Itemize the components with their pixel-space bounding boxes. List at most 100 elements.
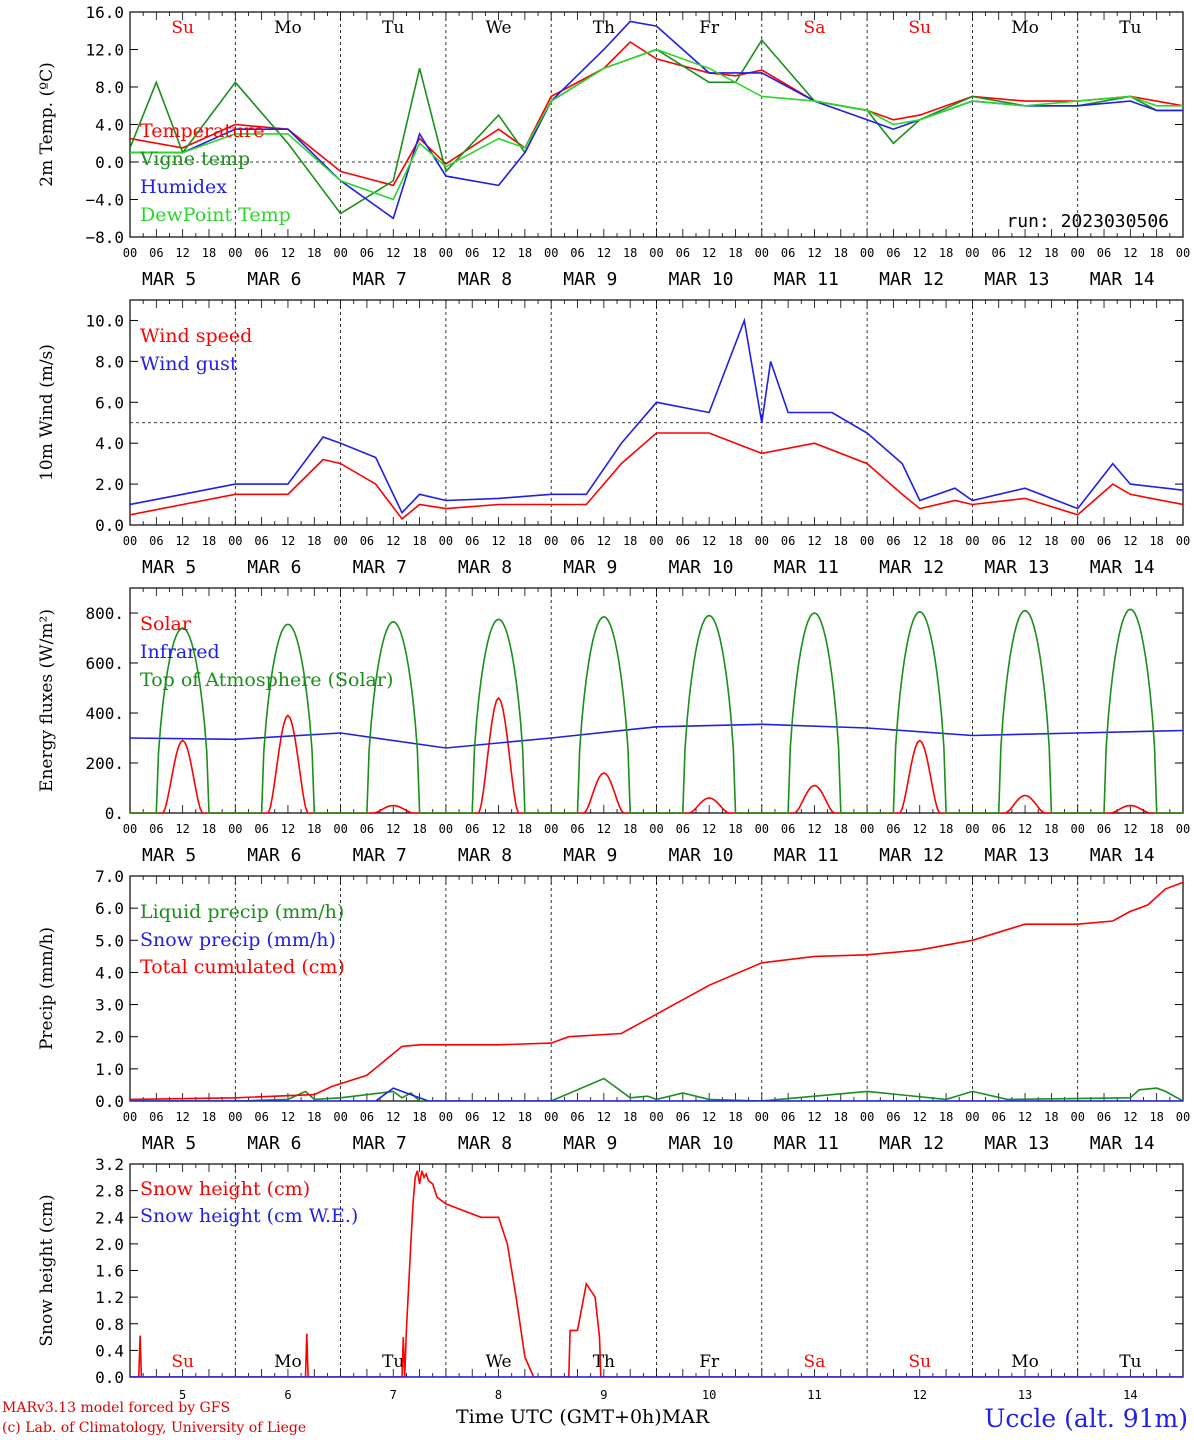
x-hour-label: 06	[781, 822, 795, 836]
y-tick-label: 1.0	[95, 1060, 124, 1079]
x-hour-label: 06	[149, 246, 163, 260]
x-hour-label: 12	[386, 1110, 400, 1124]
y-tick-label: 1.2	[95, 1288, 124, 1307]
x-hour-label: 12	[807, 822, 821, 836]
y-tick-label: 8.0	[95, 78, 124, 97]
lab-credit: (c) Lab. of Climatology, University of L…	[2, 1420, 307, 1436]
x-hour-label: 00	[123, 246, 137, 260]
x-day-label: MAR 14	[1090, 845, 1155, 866]
series-line-top-of-atmosphere-solar-	[130, 608, 1183, 813]
y-axis-label: Snow height (cm)	[37, 1194, 57, 1346]
x-hour-label: 12	[1123, 246, 1137, 260]
y-tick-label: 6.0	[95, 899, 124, 918]
weekday-label: We	[485, 18, 511, 38]
x-day-label: MAR 10	[669, 269, 734, 290]
weekday-label: Su	[171, 18, 194, 38]
x-hour-label: 18	[412, 534, 426, 548]
x-hour-label: 18	[623, 246, 637, 260]
x-hour-label: 00	[123, 1110, 137, 1124]
x-axis-title: Time UTC (GMT+0h)MAR	[456, 1406, 710, 1428]
x-hour-label: 06	[886, 534, 900, 548]
x-hour-label: 06	[254, 534, 268, 548]
x-hour-label: 18	[202, 822, 216, 836]
x-hour-label: 00	[439, 822, 453, 836]
weekday-label: Mo	[274, 1352, 302, 1372]
weekday-label: Tu	[382, 18, 404, 38]
y-tick-label: 2.8	[95, 1182, 124, 1201]
x-hour-label: 12	[702, 246, 716, 260]
x-hour-label: 06	[149, 1110, 163, 1124]
x-day-label: MAR 5	[142, 845, 196, 866]
x-hour-label: 12	[913, 1110, 927, 1124]
x-hour-label: 00	[755, 246, 769, 260]
y-tick-label: 4.0	[95, 434, 124, 453]
x-day-label: MAR 12	[879, 845, 944, 866]
x-day-label: MAR 7	[353, 1133, 407, 1154]
x-hour-label: 06	[1097, 534, 1111, 548]
x-hour-label: 06	[886, 246, 900, 260]
x-hour-label: 18	[1149, 246, 1163, 260]
x-day-label: MAR 13	[984, 557, 1049, 578]
x-hour-label: 18	[202, 246, 216, 260]
plot-frame	[129, 299, 1184, 526]
x-hour-label: 18	[939, 534, 953, 548]
series-line-wind-gust	[130, 317, 1183, 515]
x-day-label: MAR 5	[142, 1133, 196, 1154]
x-hour-label: 18	[834, 822, 848, 836]
y-tick-label: 16.0	[85, 3, 124, 22]
x-hour-label: 00	[1070, 534, 1084, 548]
x-hour-label: 00	[965, 534, 979, 548]
x-hour-label: 00	[228, 246, 242, 260]
y-tick-label: 0.4	[95, 1341, 124, 1360]
x-hour-label: 06	[1097, 822, 1111, 836]
y-tick-label: 10.0	[85, 311, 124, 330]
x-hour-label: 00	[1070, 246, 1084, 260]
x-day-label: MAR 12	[879, 1133, 944, 1154]
x-hour-label: 00	[649, 822, 663, 836]
x-hour-label: 00	[228, 534, 242, 548]
x-hour-label: 06	[991, 246, 1005, 260]
x-hour-label: 12	[597, 1110, 611, 1124]
x-hour-label: 12	[807, 534, 821, 548]
x-hour-label: 18	[1044, 822, 1058, 836]
x-hour-label: 00	[1176, 246, 1190, 260]
x-day-number: 7	[390, 1388, 397, 1402]
x-hour-label: 12	[281, 822, 295, 836]
x-hour-label: 00	[1070, 822, 1084, 836]
x-hour-label: 00	[333, 534, 347, 548]
y-tick-label: 7.0	[95, 867, 124, 886]
x-hour-label: 12	[913, 822, 927, 836]
weekday-label: Su	[908, 18, 931, 38]
x-day-label: MAR 13	[984, 845, 1049, 866]
station-name: Uccle (alt. 91m)	[984, 1404, 1188, 1433]
x-hour-label: 18	[623, 1110, 637, 1124]
y-axis-label: 2m Temp. (ºC)	[37, 62, 57, 187]
x-hour-label: 00	[123, 534, 137, 548]
x-hour-label: 06	[676, 534, 690, 548]
x-hour-label: 06	[465, 822, 479, 836]
x-day-label: MAR 10	[669, 845, 734, 866]
y-tick-label: 1.6	[95, 1262, 124, 1281]
x-hour-label: 18	[728, 1110, 742, 1124]
x-day-label: MAR 8	[458, 269, 512, 290]
x-hour-label: 18	[307, 246, 321, 260]
x-hour-label: 06	[360, 534, 374, 548]
x-hour-label: 18	[518, 534, 532, 548]
legend-entry: Infrared	[140, 641, 220, 663]
x-day-label: MAR 12	[879, 557, 944, 578]
x-hour-label: 18	[623, 822, 637, 836]
x-hour-label: 00	[649, 246, 663, 260]
legend-entry: Temperature	[140, 120, 264, 142]
x-day-number: 10	[702, 1388, 716, 1402]
x-hour-label: 18	[202, 1110, 216, 1124]
x-hour-label: 06	[254, 1110, 268, 1124]
x-hour-label: 00	[1070, 1110, 1084, 1124]
x-hour-label: 00	[1176, 1110, 1190, 1124]
x-hour-label: 18	[728, 246, 742, 260]
x-day-label: MAR 7	[353, 269, 407, 290]
x-hour-label: 00	[860, 246, 874, 260]
weekday-label: Su	[171, 1352, 194, 1372]
x-hour-label: 12	[281, 534, 295, 548]
x-day-label: MAR 13	[984, 269, 1049, 290]
